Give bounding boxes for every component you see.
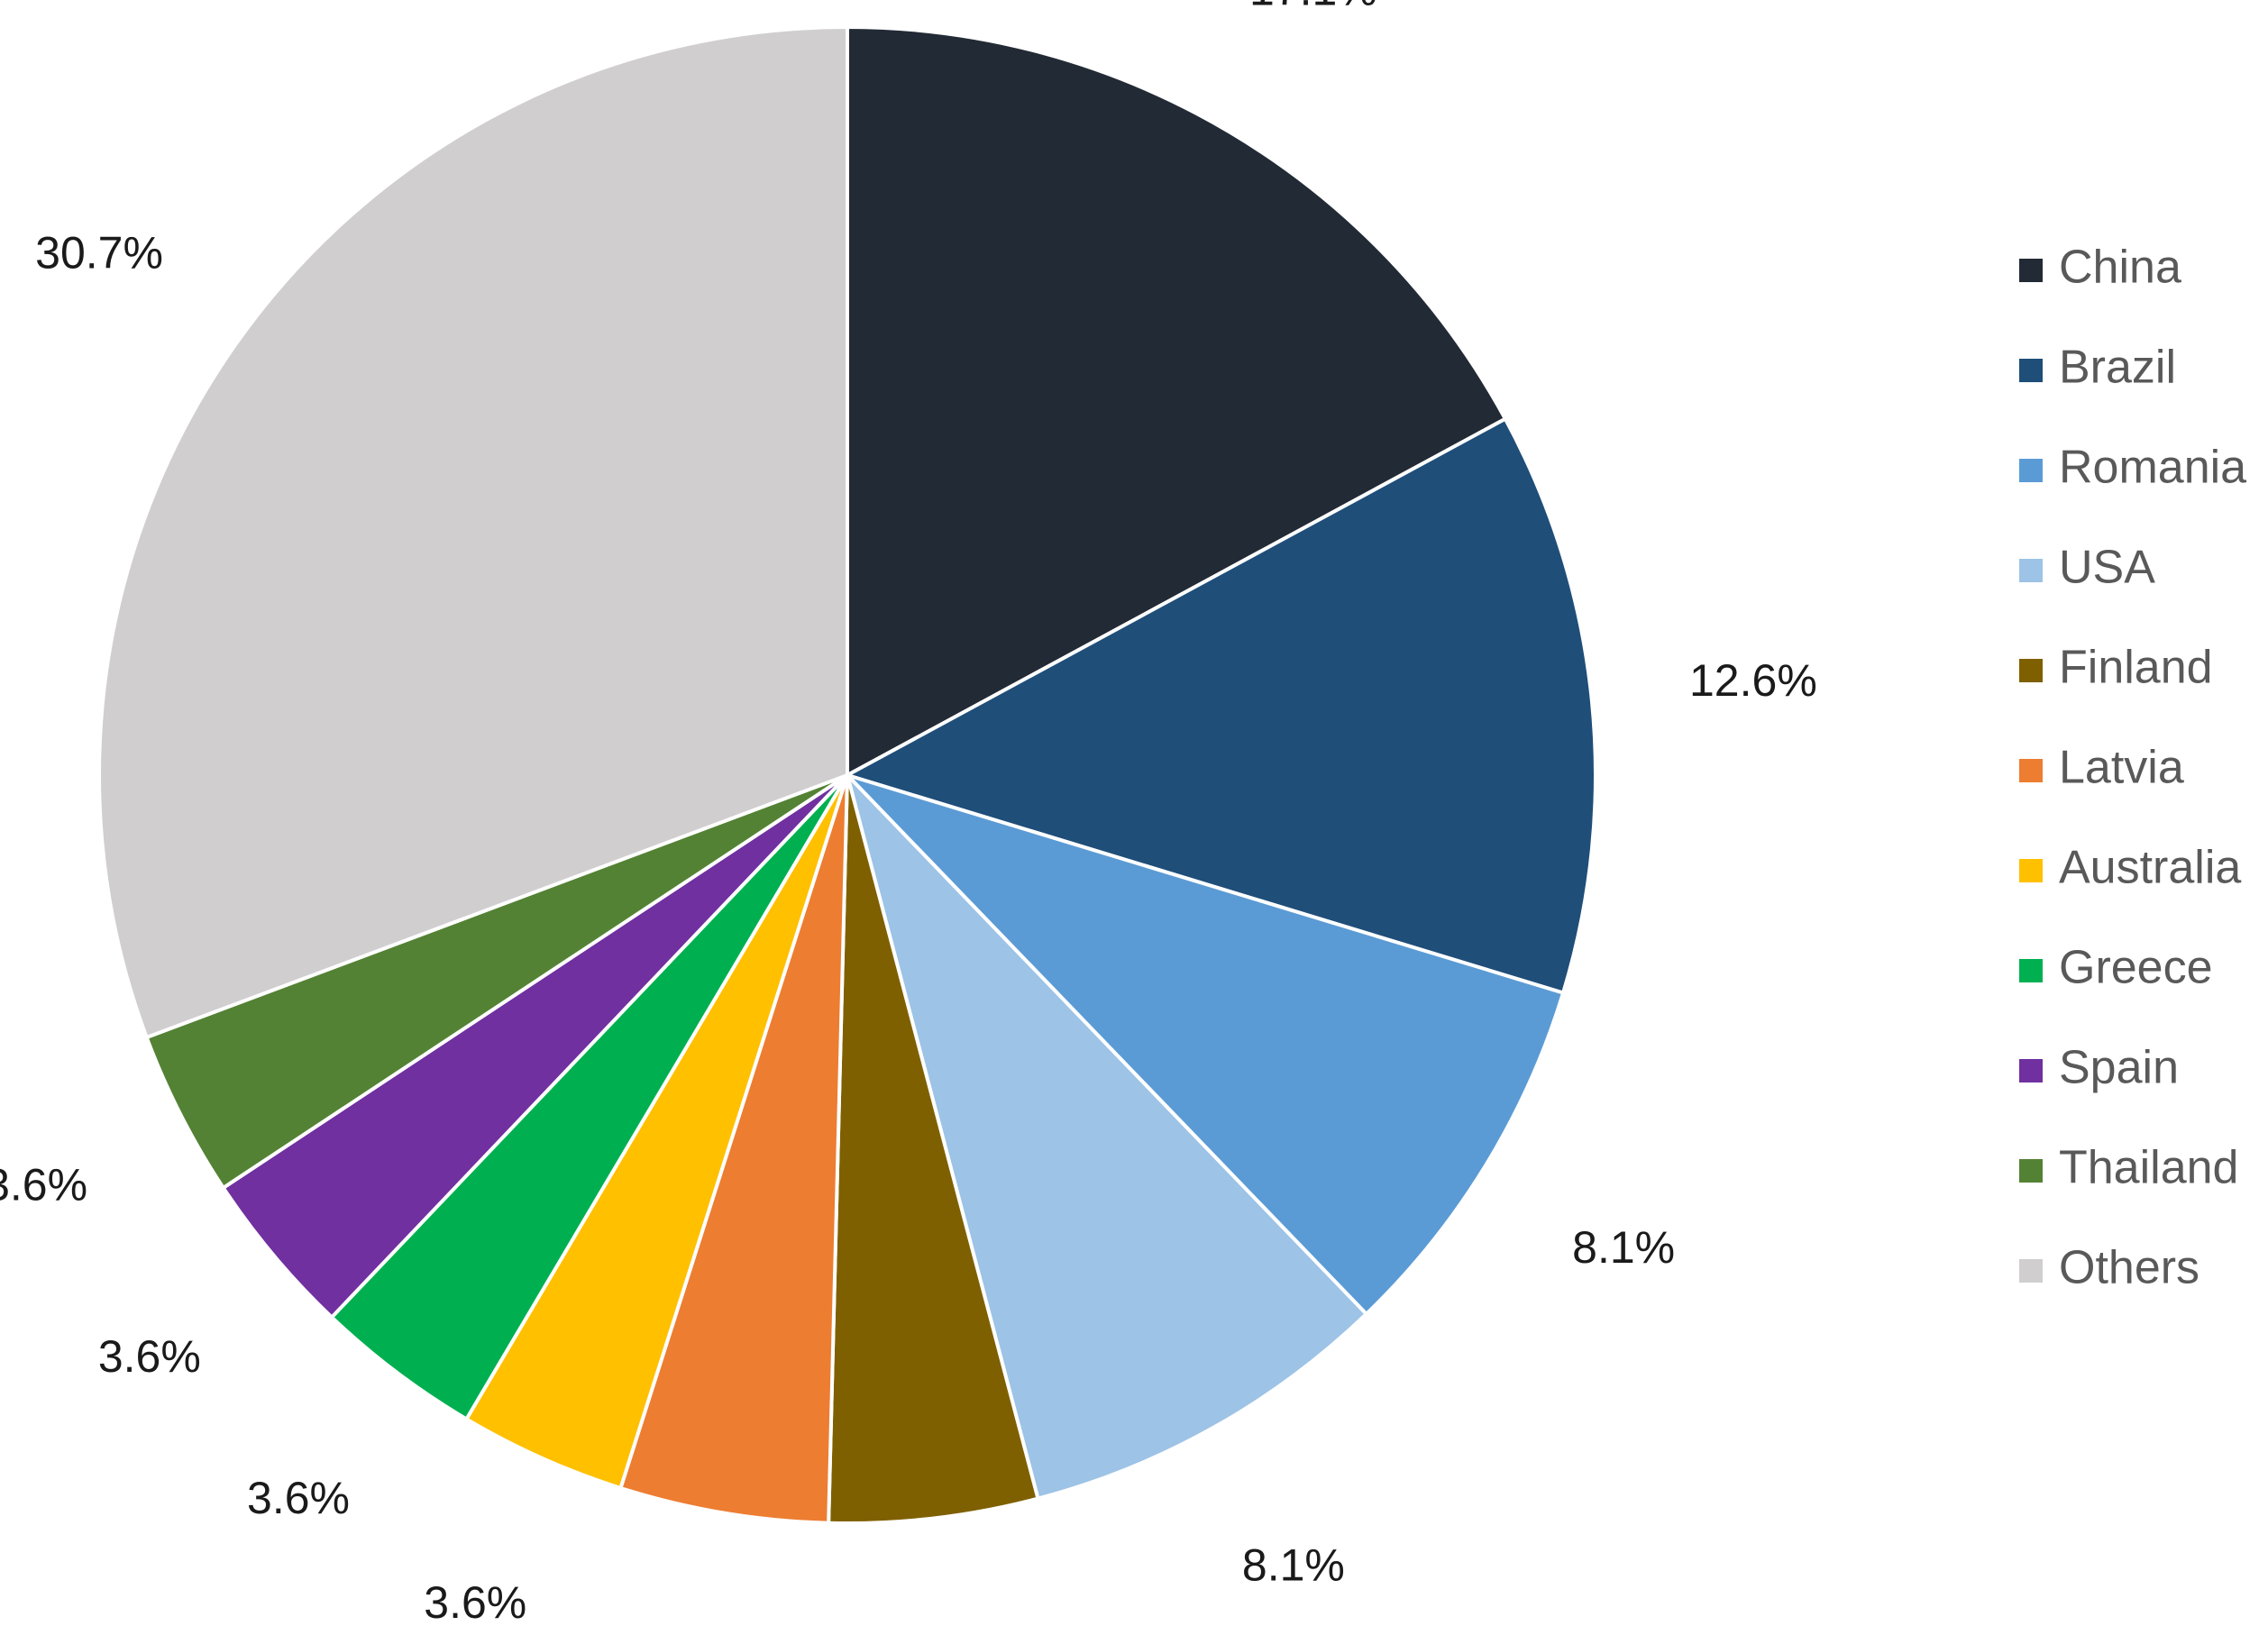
pie-slice-finland: [827, 774, 1040, 1525]
pie-slice-others: [97, 24, 849, 1040]
data-label-australia: 3.6%: [424, 1577, 526, 1628]
data-label-usa: 8.1%: [1242, 1540, 1345, 1591]
legend-swatch-finland: [2019, 659, 2043, 682]
legend-swatch-others: [2019, 1259, 2043, 1283]
legend-swatch-romania: [2019, 459, 2043, 482]
data-label-china: 17.1%: [1249, 0, 1377, 14]
legend-swatch-thailand: [2019, 1159, 2043, 1183]
legend-label-usa: USA: [2059, 542, 2155, 594]
legend-label-australia: Australia: [2059, 842, 2241, 894]
data-label-others: 30.7%: [35, 228, 163, 279]
data-label-brazil: 12.6%: [1689, 655, 1817, 706]
pie-slice-romania: [841, 771, 1566, 1317]
legend-label-thailand: Thailand: [2059, 1142, 2238, 1194]
legend-swatch-spain: [2019, 1059, 2043, 1082]
data-label-romania: 8.1%: [1572, 1222, 1675, 1273]
legend-swatch-latvia: [2019, 759, 2043, 782]
legend-label-spain: Spain: [2059, 1042, 2179, 1094]
legend-label-brazil: Brazil: [2059, 342, 2176, 394]
pie-slice-latvia: [617, 774, 849, 1525]
legend-label-latvia: Latvia: [2059, 742, 2184, 794]
legend-label-others: Others: [2059, 1242, 2199, 1294]
legend-label-finland: Finland: [2059, 642, 2213, 694]
legend-swatch-australia: [2019, 859, 2043, 882]
legend-label-romania: Romania: [2059, 442, 2246, 494]
data-label-spain: 3.6%: [98, 1331, 201, 1382]
pie-slice-brazil: [842, 416, 1597, 996]
data-label-greece: 3.6%: [247, 1473, 350, 1523]
legend-swatch-usa: [2019, 559, 2043, 582]
pie-slice-usa: [844, 769, 1369, 1502]
pie-slice-china: [846, 24, 1508, 779]
data-labels: 17.1%12.6%8.1%8.1%4.5%4.5%3.6%3.6%3.6%3.…: [0, 0, 1817, 1628]
legend-swatch-china: [2019, 259, 2043, 282]
legend-swatch-brazil: [2019, 359, 2043, 382]
pie-slices: [97, 24, 1597, 1525]
legend-label-china: China: [2059, 242, 2181, 294]
legend-swatch-greece: [2019, 959, 2043, 982]
legend-label-greece: Greece: [2059, 942, 2213, 994]
data-label-thailand: 3.6%: [0, 1160, 87, 1210]
legend: China Brazil Romania USA Finland Latvia Austra…: [2019, 242, 2246, 1294]
